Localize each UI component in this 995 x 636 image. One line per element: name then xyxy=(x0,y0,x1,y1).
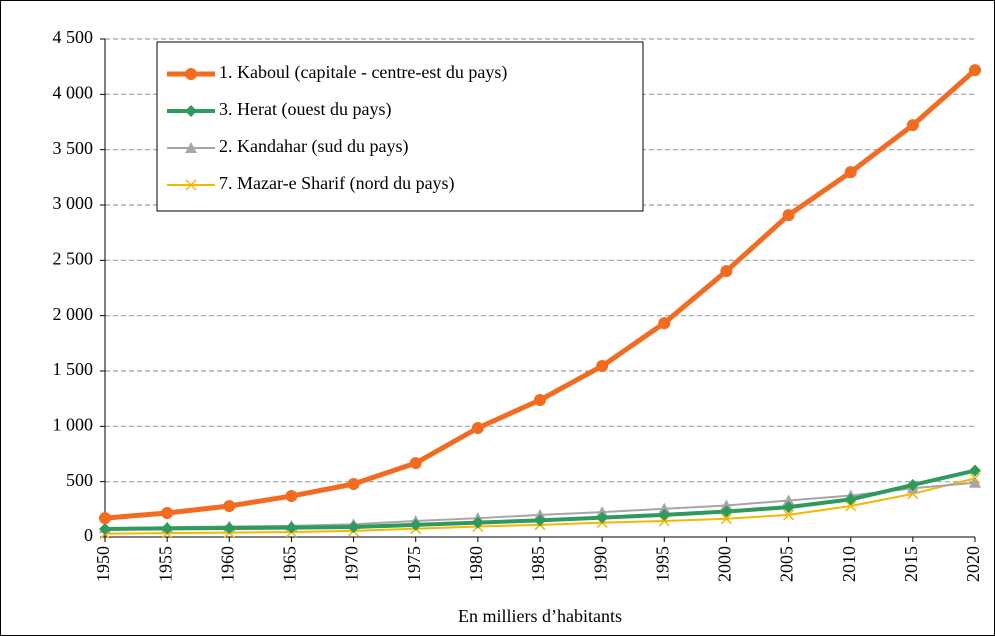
legend-label: 3. Herat (ouest du pays) xyxy=(219,99,391,120)
x-tick-label: 1965 xyxy=(280,546,300,582)
x-tick-label: 1950 xyxy=(93,546,113,582)
point xyxy=(844,166,857,179)
y-tick-label: 4 500 xyxy=(53,27,94,47)
point xyxy=(720,265,733,278)
point xyxy=(285,521,298,534)
point xyxy=(596,511,609,524)
point xyxy=(596,506,609,518)
point xyxy=(223,500,236,513)
legend-marker xyxy=(185,105,197,117)
x-tick-label: 1960 xyxy=(217,546,237,582)
point xyxy=(161,506,174,519)
point xyxy=(534,508,546,520)
point xyxy=(596,360,609,373)
legend-box xyxy=(156,41,644,212)
point xyxy=(99,523,111,536)
point xyxy=(906,119,919,132)
x-tick-label: 2015 xyxy=(901,546,921,582)
point xyxy=(471,421,484,434)
point xyxy=(347,477,360,490)
point xyxy=(906,478,919,491)
legend-marker xyxy=(185,142,197,153)
x-tick-label: 1980 xyxy=(466,546,486,582)
x-tick-label: 1975 xyxy=(404,546,424,582)
x-tick-label: 2000 xyxy=(715,546,735,582)
point xyxy=(844,493,857,506)
point xyxy=(285,490,298,503)
point xyxy=(782,209,795,222)
legend-label: 1. Kaboul (capitale - centre-est du pays… xyxy=(219,62,507,83)
point xyxy=(471,516,484,529)
point xyxy=(409,518,422,531)
legend-marker xyxy=(185,68,197,80)
point xyxy=(658,502,671,514)
point xyxy=(969,64,981,77)
y-tick-label: 3 500 xyxy=(53,138,94,158)
x-tick-label: 1955 xyxy=(155,546,175,582)
point xyxy=(347,521,360,534)
point xyxy=(969,476,981,488)
point xyxy=(534,514,546,527)
point xyxy=(720,513,732,525)
y-tick-label: 500 xyxy=(66,470,93,490)
point xyxy=(534,393,546,406)
point xyxy=(223,522,236,535)
point xyxy=(161,522,174,535)
x-axis-label: En milliers d’habitants xyxy=(458,606,622,626)
y-tick-label: 1 000 xyxy=(53,414,94,434)
point xyxy=(969,464,981,477)
y-tick-label: 1 500 xyxy=(53,359,94,379)
x-tick-label: 2010 xyxy=(839,546,859,582)
x-tick-label: 1970 xyxy=(342,546,362,582)
x-tick-label: 2020 xyxy=(963,546,983,582)
point xyxy=(658,317,671,330)
x-tick-label: 1985 xyxy=(528,546,548,582)
y-tick-label: 2 500 xyxy=(53,248,94,268)
point xyxy=(658,508,671,521)
y-tick-label: 0 xyxy=(84,525,93,545)
point xyxy=(783,509,795,521)
x-tick-label: 1990 xyxy=(590,546,610,582)
y-tick-label: 4 000 xyxy=(53,82,94,102)
x-tick-label: 2005 xyxy=(777,546,797,582)
point xyxy=(782,501,795,514)
x-tick-label: 1995 xyxy=(652,546,672,582)
point xyxy=(409,457,422,470)
point xyxy=(720,505,733,518)
point xyxy=(658,515,670,527)
legend-label: 2. Kandahar (sud du pays) xyxy=(219,136,408,157)
legend-marker xyxy=(185,179,197,191)
y-tick-label: 2 000 xyxy=(53,304,94,324)
point xyxy=(845,500,857,512)
point xyxy=(782,494,795,506)
y-tick-label: 3 000 xyxy=(53,193,94,213)
point xyxy=(720,499,733,511)
point xyxy=(99,512,111,525)
legend-label: 7. Mazar-e Sharif (nord du pays) xyxy=(219,173,455,194)
